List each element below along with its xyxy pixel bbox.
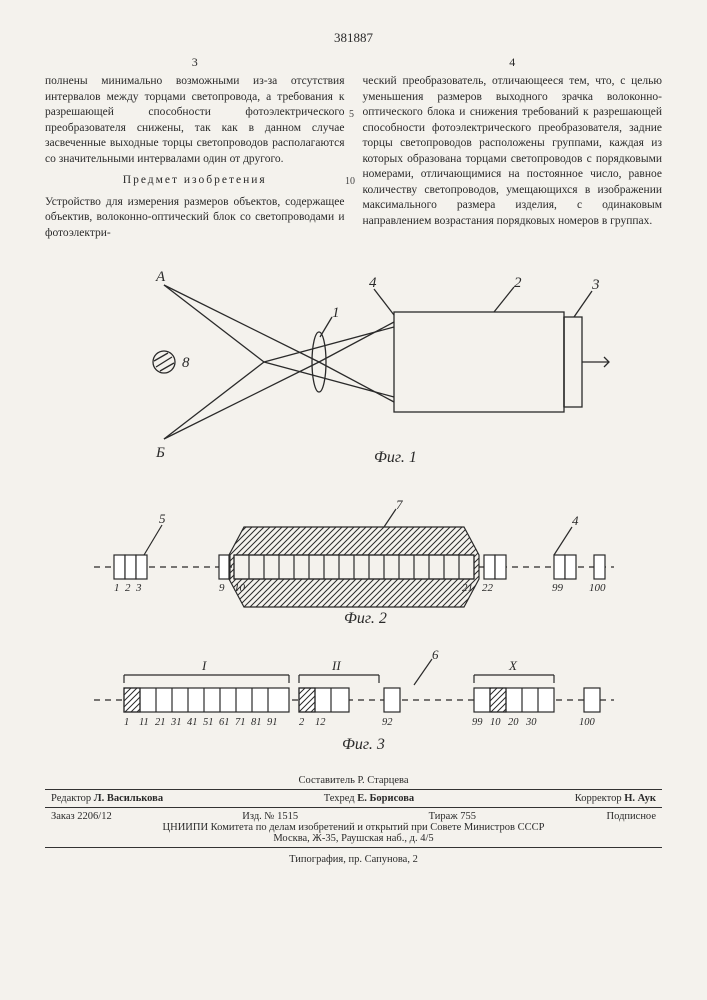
- figures-area: А Б 8 1 4 2 3 Фиг. 1: [45, 267, 662, 755]
- techred: Техред Е. Борисова: [324, 793, 414, 804]
- fig2-label-4: 4: [572, 513, 579, 528]
- svg-text:71: 71: [235, 717, 246, 728]
- fig1-label-8: 8: [182, 355, 190, 371]
- svg-text:51: 51: [203, 717, 214, 728]
- fig2-caption: Фиг. 2: [344, 610, 387, 627]
- fig3-group-1: I: [201, 658, 207, 673]
- svg-text:3: 3: [135, 582, 142, 594]
- svg-text:91: 91: [267, 717, 278, 728]
- fig1-label-A: А: [155, 269, 166, 285]
- fig3-group-x: X: [508, 658, 518, 673]
- svg-text:1: 1: [124, 717, 129, 728]
- svg-text:92: 92: [382, 717, 393, 728]
- col-num-left: 3: [45, 54, 345, 70]
- svg-text:2: 2: [125, 582, 131, 594]
- podpisnoe: Подписное: [607, 811, 656, 822]
- svg-text:11: 11: [139, 717, 149, 728]
- fig1-label-1: 1: [332, 305, 340, 321]
- order-no: Заказ 2206/12: [51, 811, 112, 822]
- svg-text:81: 81: [251, 717, 262, 728]
- svg-text:30: 30: [525, 717, 537, 728]
- svg-text:22: 22: [482, 582, 494, 594]
- figure-1: А Б 8 1 4 2 3 Фиг. 1: [94, 267, 614, 467]
- divider: [45, 789, 662, 790]
- fig2-label-7: 7: [396, 497, 403, 512]
- svg-text:2: 2: [299, 717, 305, 728]
- fig3-label-6: 6: [432, 647, 439, 662]
- fig1-label-B: Б: [155, 445, 165, 461]
- typography: Типография, пр. Сапунова, 2: [45, 854, 662, 865]
- corrector: Корректор Н. Аук: [575, 793, 656, 804]
- line-number-10: 10: [345, 176, 355, 187]
- fig1-label-2: 2: [514, 275, 522, 291]
- address: Москва, Ж-35, Раушская наб., д. 4/5: [45, 833, 662, 844]
- svg-text:99: 99: [552, 582, 564, 594]
- svg-text:9: 9: [219, 582, 225, 594]
- fig1-caption: Фиг. 1: [374, 449, 417, 466]
- organization: ЦНИИПИ Комитета по делам изобретений и о…: [45, 822, 662, 833]
- fig1-label-4: 4: [369, 275, 377, 291]
- svg-text:12: 12: [315, 717, 326, 728]
- svg-text:61: 61: [219, 717, 230, 728]
- fig2-label-5: 5: [159, 511, 166, 526]
- svg-text:1: 1: [114, 582, 120, 594]
- patent-number: 381887: [45, 30, 662, 46]
- svg-text:41: 41: [187, 717, 198, 728]
- izd-no: Изд. № 1515: [242, 811, 298, 822]
- invention-heading: Предмет изобретения: [45, 173, 345, 189]
- fig3-group-2: II: [331, 658, 341, 673]
- fig1-label-3: 3: [591, 277, 600, 293]
- svg-text:31: 31: [170, 717, 182, 728]
- svg-text:21: 21: [155, 717, 166, 728]
- svg-text:100: 100: [589, 582, 606, 594]
- svg-text:10: 10: [234, 582, 246, 594]
- divider: [45, 807, 662, 808]
- column-left: 3 полнены минимально возможными из-за от…: [45, 54, 345, 247]
- tirazh: Тираж 755: [429, 811, 476, 822]
- svg-text:10: 10: [490, 717, 501, 728]
- divider: [45, 847, 662, 848]
- left-para2: Устройство для измерения размеров объект…: [45, 195, 345, 242]
- col-num-right: 4: [363, 54, 663, 70]
- figure-2: 5 7 4 1 2 3 9 10 21 22 99 100 Фиг. 2: [84, 497, 624, 627]
- column-right: 4 ческий преобразователь, отличающееся т…: [363, 54, 663, 247]
- svg-text:100: 100: [579, 717, 596, 728]
- svg-text:99: 99: [472, 717, 483, 728]
- text-columns: 5 10 3 полнены минимально возможными из-…: [45, 54, 662, 247]
- credits-block: Составитель Р. Старцева Редактор Л. Васи…: [45, 775, 662, 865]
- right-para1: ческий преобразователь, отличающееся тем…: [363, 74, 663, 229]
- compiler: Составитель Р. Старцева: [45, 775, 662, 786]
- editor: Редактор Л. Василькова: [51, 793, 163, 804]
- left-para1: полнены минимально возможными из-за отсу…: [45, 74, 345, 167]
- page: 381887 5 10 3 полнены минимально возможн…: [0, 0, 707, 1000]
- svg-text:21: 21: [462, 582, 473, 594]
- fig3-caption: Фиг. 3: [342, 736, 385, 753]
- line-number-5: 5: [349, 109, 354, 120]
- svg-text:20: 20: [508, 717, 519, 728]
- figure-3: I II X 6 1 11 21 31 41 51 61 71 81 91 2 …: [84, 645, 624, 755]
